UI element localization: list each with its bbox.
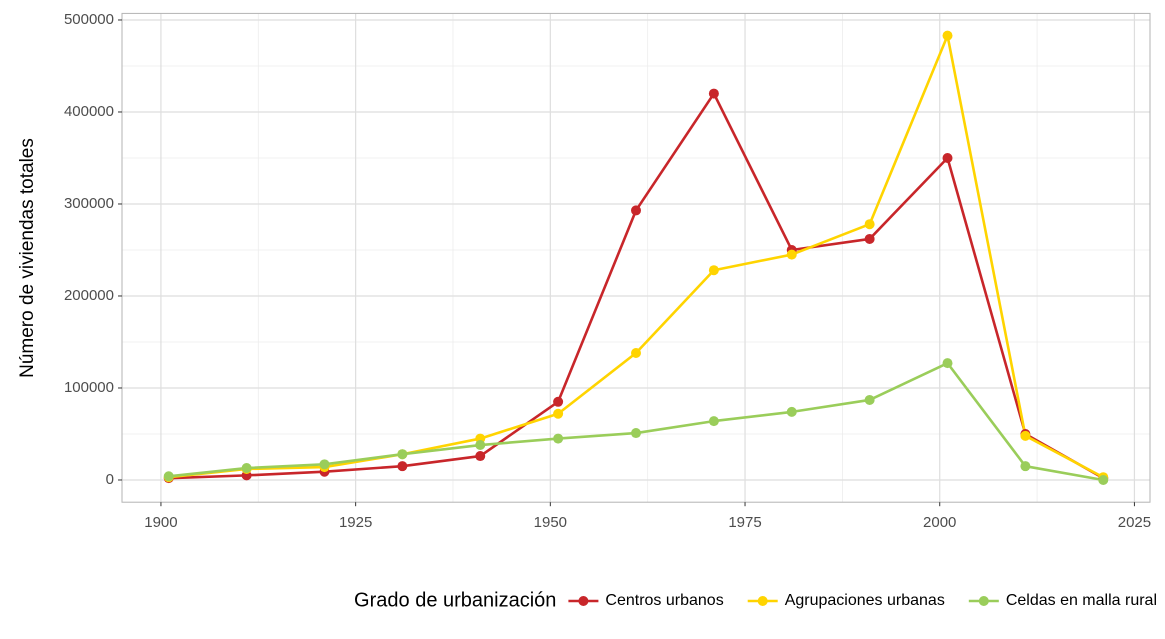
y-axis-title: Número de viviendas totales [17, 138, 38, 378]
data-point [241, 463, 252, 474]
data-point [163, 471, 174, 482]
y-tick-label: 0 [106, 471, 114, 488]
panel-border [121, 12, 1151, 503]
data-point [553, 396, 564, 407]
data-point [864, 233, 875, 244]
legend-key-point [978, 596, 989, 606]
data-point [864, 219, 875, 230]
data-point [1098, 474, 1109, 485]
data-point [553, 433, 564, 444]
y-tick-label: 300000 [64, 195, 114, 212]
x-tick-label: 1975 [728, 514, 761, 531]
data-point [942, 358, 953, 369]
data-point [864, 394, 875, 405]
x-tick-label: 2000 [923, 514, 956, 531]
legend-label: Centros urbanos [605, 592, 723, 609]
data-point [631, 428, 641, 439]
data-point [708, 265, 719, 276]
data-point [475, 451, 486, 462]
major-grid [122, 13, 1150, 503]
legend-title: Grado de urbanización [354, 589, 556, 611]
data-point [786, 249, 797, 260]
y-tick-label: 200000 [64, 287, 114, 304]
y-tick-label: 500000 [64, 11, 114, 28]
legend: Grado de urbanización Centros urbanos Agru… [354, 589, 1157, 611]
data-point [631, 205, 641, 216]
y-tick-label: 100000 [64, 379, 114, 396]
x-tick-label: 2025 [1118, 514, 1151, 531]
x-tick-label: 1950 [534, 514, 567, 531]
legend-key-point [578, 596, 589, 606]
x-tick-label: 1925 [339, 514, 372, 531]
data-point [1020, 430, 1031, 441]
data-point [475, 440, 486, 451]
data-point [1020, 461, 1031, 472]
data-point [631, 348, 641, 359]
data-point [553, 408, 564, 419]
data-point [397, 461, 408, 472]
data-point [942, 152, 953, 163]
data-point [708, 88, 719, 99]
y-tick-label: 400000 [64, 103, 114, 120]
legend-key-point [757, 596, 768, 606]
data-point [708, 416, 719, 427]
data-point [319, 459, 330, 470]
legend-label: Agrupaciones urbanas [785, 592, 945, 609]
data-point [786, 406, 797, 417]
legend-label: Celdas en malla rural [1006, 592, 1157, 609]
data-point [942, 30, 953, 41]
minor-grid [122, 13, 1150, 503]
x-tick-label: 1900 [144, 514, 177, 531]
data-point [397, 449, 408, 460]
